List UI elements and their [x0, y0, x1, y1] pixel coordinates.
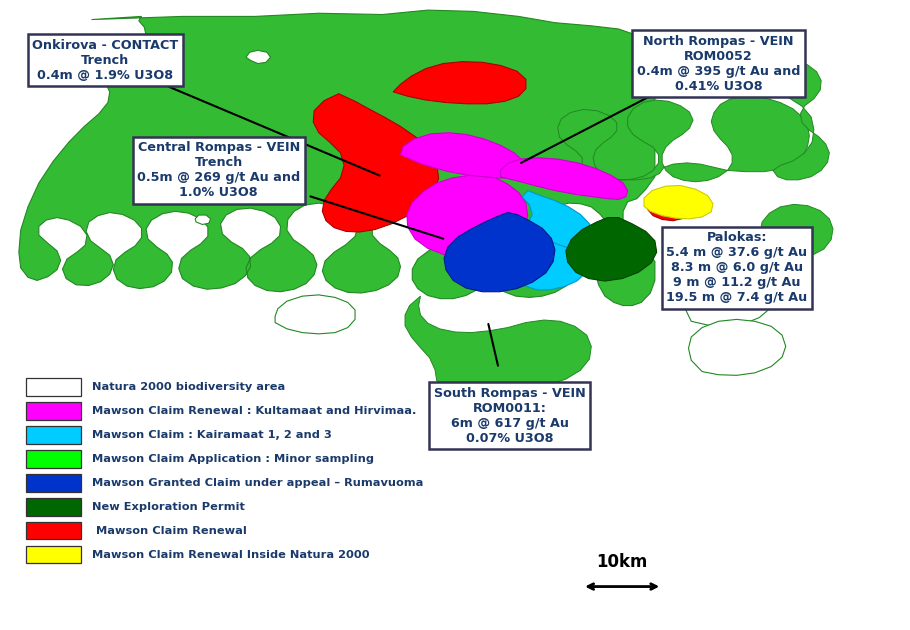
Polygon shape — [500, 190, 593, 278]
Polygon shape — [195, 215, 210, 224]
Polygon shape — [648, 199, 690, 220]
FancyBboxPatch shape — [26, 403, 81, 420]
Polygon shape — [407, 175, 528, 256]
Polygon shape — [19, 10, 655, 306]
Polygon shape — [246, 50, 270, 64]
Text: Mawson Granted Claim under appeal – Rumavuoma: Mawson Granted Claim under appeal – Ruma… — [92, 478, 423, 488]
FancyBboxPatch shape — [26, 427, 81, 444]
Polygon shape — [520, 239, 588, 290]
Polygon shape — [444, 212, 555, 292]
FancyBboxPatch shape — [26, 450, 81, 467]
Text: Mawson Claim Application : Minor sampling: Mawson Claim Application : Minor samplin… — [92, 454, 374, 464]
Polygon shape — [566, 217, 657, 281]
Polygon shape — [644, 185, 713, 219]
Text: Mawson Claim Renewal Inside Natura 2000: Mawson Claim Renewal Inside Natura 2000 — [92, 549, 369, 559]
FancyBboxPatch shape — [26, 474, 81, 491]
Text: Central Rompas - VEIN
Trench
0.5m @ 269 g/t Au and
1.0% U3O8: Central Rompas - VEIN Trench 0.5m @ 269 … — [137, 141, 300, 200]
Text: Palokas:
5.4 m @ 37.6 g/t Au
8.3 m @ 6.0 g/t Au
9 m @ 11.2 g/t Au
19.5 m @ 7.4 g: Palokas: 5.4 m @ 37.6 g/t Au 8.3 m @ 6.0… — [666, 231, 807, 304]
Polygon shape — [753, 62, 829, 180]
FancyBboxPatch shape — [26, 522, 81, 539]
Text: Mawson Claim Renewal : Kultamaat and Hirvimaa.: Mawson Claim Renewal : Kultamaat and Hir… — [92, 406, 416, 416]
Polygon shape — [501, 158, 628, 199]
Text: Mawson Claim Renewal: Mawson Claim Renewal — [92, 525, 247, 536]
Polygon shape — [313, 94, 439, 232]
Text: North Rompas - VEIN
ROM0052
0.4m @ 395 g/t Au and
0.41% U3O8: North Rompas - VEIN ROM0052 0.4m @ 395 g… — [637, 35, 800, 93]
Text: Mawson Claim : Kairamaat 1, 2 and 3: Mawson Claim : Kairamaat 1, 2 and 3 — [92, 430, 331, 440]
Text: Natura 2000 biodiversity area: Natura 2000 biodiversity area — [92, 382, 285, 392]
Text: South Rompas - VEIN
ROM0011:
6m @ 617 g/t Au
0.07% U3O8: South Rompas - VEIN ROM0011: 6m @ 617 g/… — [434, 387, 585, 445]
Text: Onkirova - CONTACT
Trench
0.4m @ 1.9% U3O8: Onkirova - CONTACT Trench 0.4m @ 1.9% U3… — [32, 39, 178, 82]
Polygon shape — [760, 204, 833, 257]
Text: 10km: 10km — [596, 553, 648, 571]
Text: New Exploration Permit: New Exploration Permit — [92, 501, 245, 512]
Polygon shape — [196, 142, 216, 154]
Polygon shape — [689, 319, 785, 375]
Polygon shape — [400, 133, 526, 178]
FancyBboxPatch shape — [26, 379, 81, 396]
Polygon shape — [275, 295, 355, 334]
FancyBboxPatch shape — [26, 498, 81, 515]
Polygon shape — [405, 296, 592, 391]
Polygon shape — [393, 62, 526, 104]
FancyBboxPatch shape — [26, 546, 81, 563]
Polygon shape — [558, 96, 809, 181]
Polygon shape — [682, 270, 774, 326]
